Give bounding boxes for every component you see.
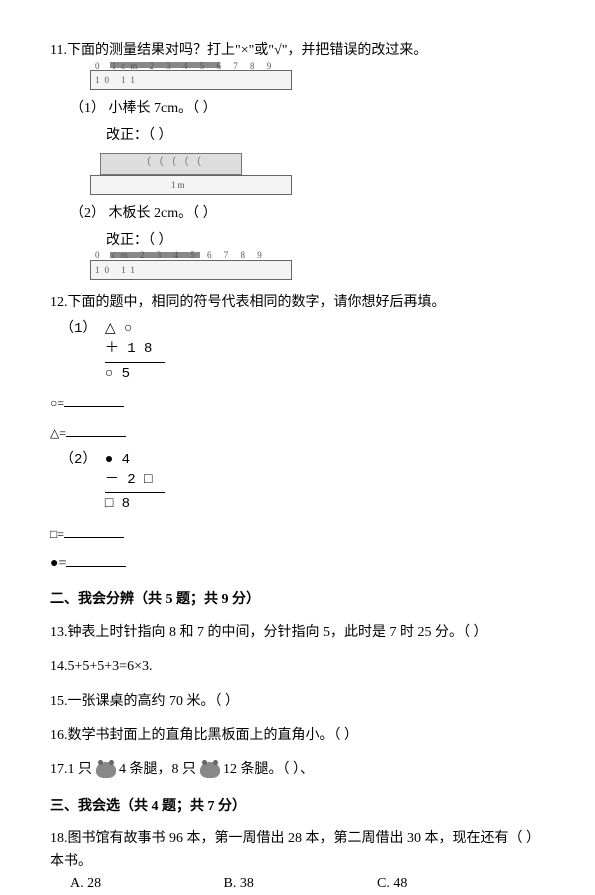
ruler-2: 1m — [90, 175, 292, 195]
question-13: 13.钟表上时针指向 8 和 7 的中间，分针指向 5，此时是 7 时 25 分… — [50, 622, 545, 644]
q12-p1-row2: ＋ 1 8 — [105, 340, 165, 360]
q12-prompt: 12.下面的题中，相同的符号代表相同的数字，请你想好后再填。 — [50, 292, 545, 314]
question-11: 11.下面的测量结果对吗？打上"×"或"√"，并把错误的改过来。 0 1cm 2… — [50, 40, 545, 280]
ruler-3: 0 cm 2 3 4 5 6 7 8 9 10 11 — [90, 260, 292, 280]
question-17: 17.1 只 4 条腿，8 只 12 条腿。（ ）、 — [50, 759, 545, 781]
ruler-diagram-1: 0 1cm 2 3 4 5 6 7 8 9 10 11 — [90, 70, 545, 90]
square-symbol: □= — [50, 527, 64, 541]
choice-a[interactable]: A. 28 — [70, 873, 220, 895]
ruler-diagram-2: （ （ （ （ （ 1m — [90, 175, 545, 195]
board-shape: （ （ （ （ （ — [100, 153, 242, 175]
question-14: 14.5+5+5+3=6×3. — [50, 656, 545, 678]
q17-text-b: 4 条腿，8 只 — [119, 762, 196, 777]
q12-p1-row3: ○ 5 — [105, 365, 165, 385]
q11-part2-label: （2） — [70, 206, 105, 221]
q18-prompt: 18.图书馆有故事书 96 本，第一周借出 28 本，第二周借出 30 本，现在… — [50, 828, 545, 873]
question-18: 18.图书馆有故事书 96 本，第一周借出 28 本，第二周借出 30 本，现在… — [50, 828, 545, 895]
q12-p1-row1: △ ○ — [105, 320, 165, 340]
dot-symbol: ●= — [50, 556, 66, 571]
answer-square: □= — [50, 523, 545, 546]
q12-p1-label: （1） — [60, 320, 96, 340]
triangle-symbol: △= — [50, 426, 66, 440]
choice-c[interactable]: C. 48 — [377, 873, 527, 895]
q11-part1-text: 小棒长 7cm。（ ） — [109, 101, 217, 116]
question-15: 15.一张课桌的高约 70 米。（ ） — [50, 691, 545, 713]
blank-input[interactable] — [64, 523, 124, 538]
q12-p2-row1: ● 4 — [105, 451, 165, 471]
answer-circle: ○= — [50, 392, 545, 415]
ruler-1-ticks: 0 1cm 2 3 4 5 6 7 8 9 10 11 — [95, 59, 291, 88]
circle-symbol: ○= — [50, 396, 64, 410]
blank-input[interactable] — [66, 422, 126, 437]
q11-part2: （2） 木板长 2cm。（ ） — [70, 203, 545, 225]
divider-line — [105, 492, 165, 493]
q18-choices: A. 28 B. 38 C. 48 — [70, 873, 545, 895]
q11-part1-fix: 改正：（ ） — [106, 125, 545, 147]
q12-vertical-1: （1） △ ○ ＋ 1 8 ○ 5 — [90, 320, 545, 384]
frog-icon — [96, 762, 116, 778]
ruler-1: 0 1cm 2 3 4 5 6 7 8 9 10 11 — [90, 70, 292, 90]
q12-p2-row2: － 2 □ — [105, 471, 165, 491]
divider-line — [105, 362, 165, 363]
q12-p2-label: （2） — [60, 451, 96, 471]
q12-p2-row3: □ 8 — [105, 495, 165, 515]
q11-part1: （1） 小棒长 7cm。（ ） — [70, 98, 545, 120]
choice-b[interactable]: B. 38 — [224, 873, 374, 895]
q12-vertical-2: （2） ● 4 － 2 □ □ 8 — [90, 451, 545, 515]
section-3-title: 三、我会选（共 4 题；共 7 分） — [50, 796, 545, 818]
q17-text-a: 17.1 只 — [50, 762, 92, 777]
answer-dot: ●= — [50, 552, 545, 575]
ruler-diagram-3: 0 cm 2 3 4 5 6 7 8 9 10 11 — [90, 260, 545, 280]
answer-triangle: △= — [50, 422, 545, 445]
q17-text-c: 12 条腿。（ ）、 — [223, 762, 314, 777]
section-2-title: 二、我会分辨（共 5 题；共 9 分） — [50, 589, 545, 611]
ruler-2-label: 1m — [171, 178, 187, 192]
blank-input[interactable] — [64, 392, 124, 407]
q11-part2-text: 木板长 2cm。（ ） — [109, 206, 217, 221]
q11-part1-label: （1） — [70, 101, 105, 116]
ruler-3-ticks: 0 cm 2 3 4 5 6 7 8 9 10 11 — [95, 248, 291, 277]
question-12: 12.下面的题中，相同的符号代表相同的数字，请你想好后再填。 （1） △ ○ ＋… — [50, 292, 545, 576]
blank-input[interactable] — [66, 552, 126, 567]
frog-icon — [200, 762, 220, 778]
question-16: 16.数学书封面上的直角比黑板面上的直角小。（ ） — [50, 725, 545, 747]
